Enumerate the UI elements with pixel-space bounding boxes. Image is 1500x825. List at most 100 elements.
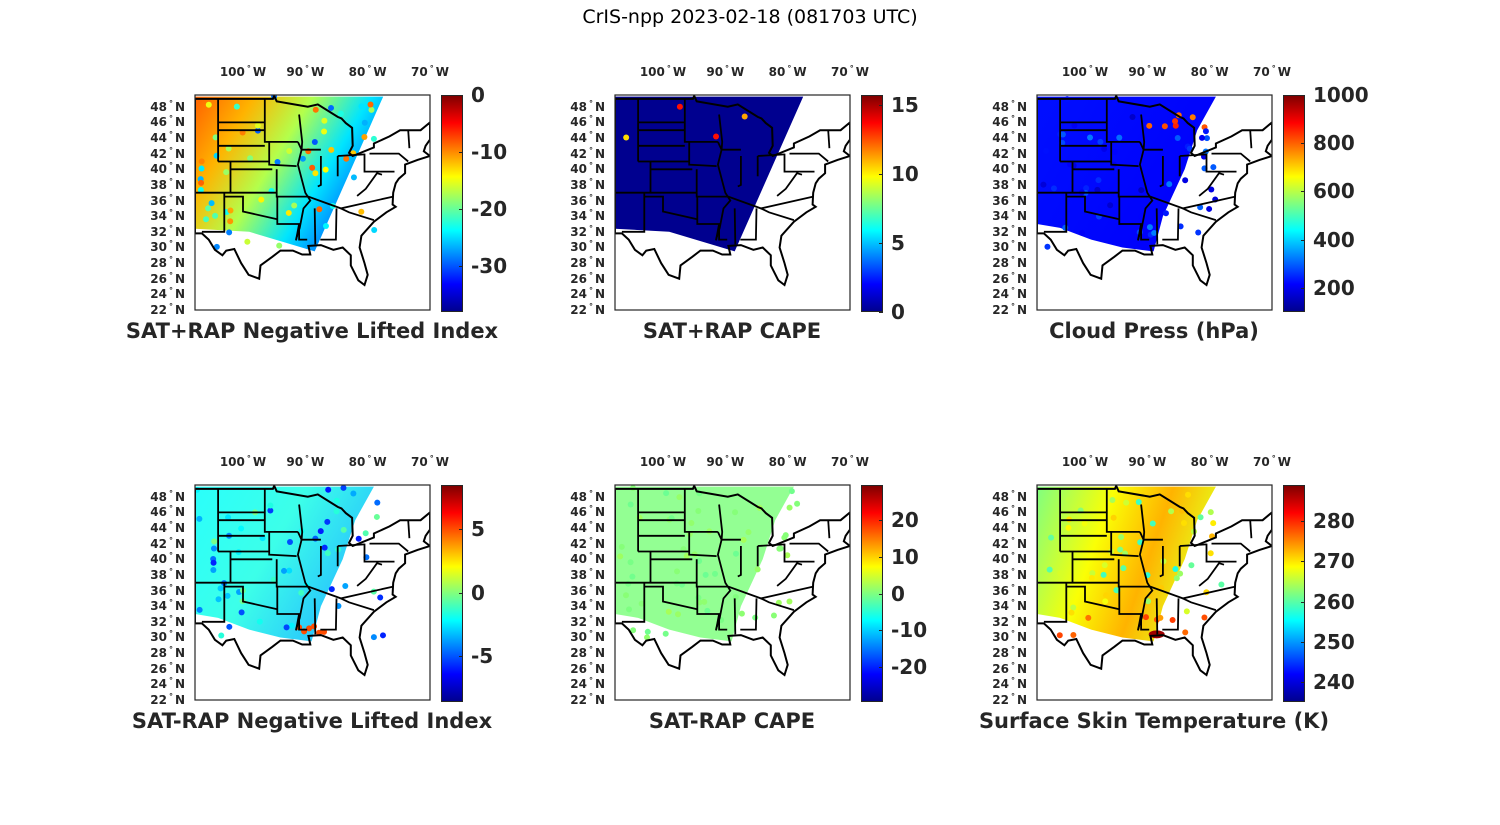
tick-number: 48 — [150, 489, 167, 504]
data-point — [1168, 508, 1175, 515]
colorbar-tick-label: 800 — [1313, 131, 1355, 156]
data-point — [343, 155, 350, 162]
data-point — [321, 128, 328, 135]
colorbar-tick-label: 10 — [891, 544, 919, 569]
degree-symbol: ° — [588, 692, 593, 701]
data-point — [1146, 122, 1153, 129]
lat-tick-label: 42 ° N — [555, 145, 605, 162]
state-border — [737, 546, 742, 578]
degree-symbol: ° — [588, 660, 593, 670]
lat-tick-label: 40 ° N — [135, 551, 185, 567]
tick-number: 34 — [150, 209, 167, 224]
panel-title: SAT-RAP CAPE — [648, 709, 816, 733]
data-point — [328, 586, 335, 593]
lat-tick-label: 22 ° N — [977, 302, 1027, 318]
colorbar-tick-label: 240 — [1313, 669, 1355, 694]
degree-symbol: ° — [168, 613, 173, 623]
state-border — [789, 542, 829, 553]
tick-number: 36 — [992, 193, 1009, 208]
degree-symbol: ° — [588, 161, 593, 171]
lon-tick-label: 100 ° W — [640, 454, 686, 469]
degree-symbol: ° — [588, 208, 593, 218]
tick-hemisphere: N — [174, 505, 185, 520]
degree-symbol: ° — [168, 130, 173, 139]
state-border — [1162, 598, 1180, 631]
data-point — [1101, 145, 1108, 152]
colorbar-tick-mark — [459, 209, 463, 211]
degree-symbol: ° — [168, 629, 173, 639]
lat-tick-label: 36 ° N — [555, 192, 605, 209]
tick-number: 36 — [570, 193, 587, 208]
degree-symbol: ° — [588, 192, 593, 202]
lat-tick-label: 32 ° N — [135, 613, 185, 630]
tick-hemisphere: W — [252, 455, 267, 469]
data-point — [244, 238, 251, 245]
lat-tick-label: 40 ° N — [135, 161, 185, 177]
data-point — [1138, 187, 1145, 194]
state-border — [201, 192, 226, 233]
data-point — [340, 485, 347, 491]
state-border — [733, 598, 737, 635]
tick-number: 70 — [1253, 65, 1270, 79]
data-point — [286, 538, 293, 545]
panel-title: SAT-RAP Negative Lifted Index — [131, 709, 493, 733]
data-point — [337, 110, 344, 117]
data-point — [1202, 128, 1209, 135]
data-point — [754, 566, 761, 573]
data-point — [688, 519, 695, 526]
data-point — [368, 106, 375, 113]
tick-hemisphere: N — [174, 677, 185, 692]
state-border — [1137, 504, 1154, 630]
data-point — [1048, 534, 1055, 541]
degree-symbol: ° — [666, 454, 671, 463]
tick-number: 70 — [831, 455, 848, 469]
tick-number: 32 — [150, 614, 167, 629]
data-point — [1162, 210, 1169, 217]
degree-symbol: ° — [1010, 488, 1015, 498]
data-point — [741, 113, 748, 120]
data-point — [1188, 562, 1195, 569]
state-border — [268, 531, 297, 557]
data-point — [623, 134, 630, 141]
data-point — [732, 550, 739, 557]
map-axes — [194, 94, 431, 311]
data-point — [226, 229, 233, 236]
panel-title: Cloud Press (hPa) — [1049, 319, 1259, 343]
tick-number: 30 — [992, 240, 1009, 255]
state-border — [1043, 582, 1068, 623]
state-border — [1211, 152, 1251, 163]
lat-tick-label: 30 ° N — [135, 239, 185, 255]
tick-hemisphere: W — [1215, 455, 1229, 469]
tick-hemisphere: N — [174, 646, 185, 661]
data-point — [786, 504, 793, 511]
colorbar-tick-label: 0 — [471, 83, 485, 107]
tick-number: 48 — [992, 99, 1009, 114]
state-border — [783, 153, 815, 173]
data-point — [238, 609, 245, 616]
tick-number: 24 — [150, 677, 167, 692]
lat-tick-label: 46 ° N — [135, 114, 185, 130]
data-point — [618, 543, 625, 550]
degree-symbol: ° — [429, 454, 434, 463]
data-point — [196, 515, 203, 522]
degree-symbol: ° — [429, 64, 434, 73]
data-point — [1123, 499, 1130, 506]
data-swath — [195, 96, 384, 252]
data-point — [1109, 496, 1116, 503]
data-point — [224, 592, 231, 599]
degree-symbol: ° — [588, 145, 593, 155]
colorbar-tick-mark — [1301, 95, 1305, 96]
data-point — [1070, 604, 1077, 611]
degree-symbol: ° — [367, 64, 372, 73]
data-point — [270, 576, 277, 583]
data-point — [233, 103, 240, 110]
lon-tick-label: 80 ° W — [769, 64, 807, 79]
data-point — [225, 514, 232, 521]
tick-number: 26 — [150, 271, 167, 286]
colorbar-tick-label: 10 — [891, 161, 919, 186]
data-point — [788, 488, 795, 495]
tick-hemisphere: N — [1016, 162, 1027, 177]
degree-symbol: ° — [168, 161, 173, 171]
data-point — [1110, 514, 1117, 521]
degree-symbol: ° — [1010, 582, 1015, 592]
